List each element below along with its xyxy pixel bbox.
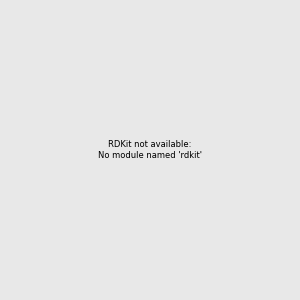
Text: RDKit not available:
No module named 'rdkit': RDKit not available: No module named 'rd…: [98, 140, 202, 160]
